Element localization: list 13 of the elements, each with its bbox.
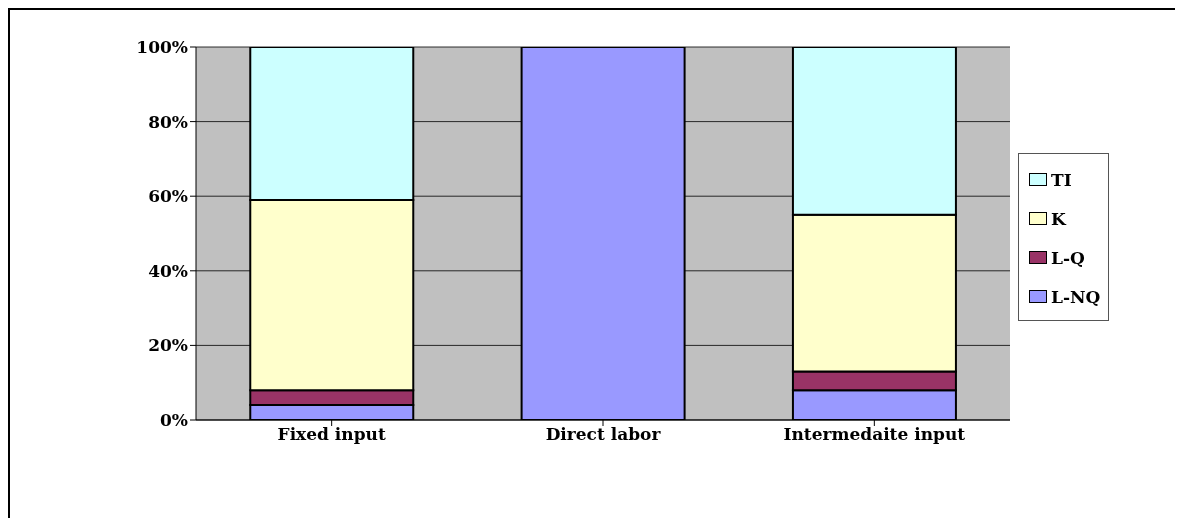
x-tick-label: Fixed input bbox=[277, 424, 386, 445]
y-tick-label: 20% bbox=[148, 335, 188, 356]
y-tick-label: 0% bbox=[160, 410, 188, 431]
x-tick-label: Intermedaite input bbox=[783, 424, 966, 445]
legend-label: L-Q bbox=[1051, 247, 1085, 268]
y-tick-label: 80% bbox=[148, 111, 188, 132]
x-tick-label: Direct labor bbox=[545, 424, 662, 445]
y-tick-label: 60% bbox=[148, 186, 188, 207]
legend-label: L-NQ bbox=[1051, 286, 1101, 307]
legend-label: K bbox=[1051, 208, 1066, 229]
legend-label: TI bbox=[1051, 169, 1072, 190]
y-tick-label: 40% bbox=[148, 260, 188, 281]
y-tick-label: 100% bbox=[136, 37, 188, 58]
